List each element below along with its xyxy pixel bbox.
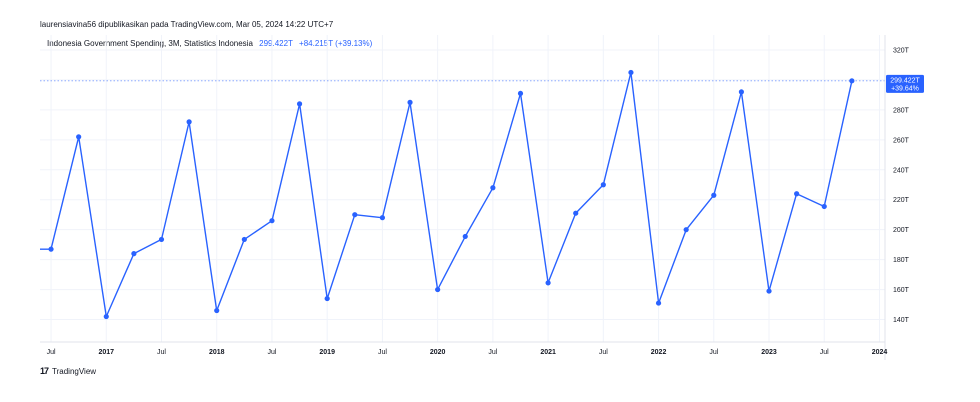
y-tick-label: 160T: [893, 287, 910, 294]
data-point: [655, 300, 662, 306]
data-point: [462, 233, 468, 240]
tradingview-logo-icon: 17: [40, 366, 49, 376]
price-tag-box: [886, 74, 924, 93]
y-tick-label: 180T: [893, 257, 910, 264]
chart-series: [39, 69, 855, 320]
data-point: [766, 288, 772, 294]
y-tick-label: 260T: [893, 137, 910, 144]
x-tick-label: Jul: [488, 349, 497, 356]
series-legend: Indonesia Government Spending, 3M, Stati…: [47, 39, 372, 48]
data-point: [296, 101, 303, 107]
data-point: [186, 119, 192, 125]
data-point: [48, 246, 54, 252]
x-tick-label: 2019: [319, 349, 335, 356]
data-point: [158, 236, 165, 243]
data-point: [821, 203, 827, 210]
x-tick-label: Jul: [709, 349, 718, 356]
x-tick-label: Jul: [378, 349, 387, 356]
data-point: [738, 89, 745, 95]
data-point: [573, 210, 579, 216]
price-tag-change: +39.64%: [891, 85, 919, 92]
data-point: [517, 90, 524, 97]
data-point: [76, 134, 82, 140]
data-point: [435, 286, 441, 293]
data-point: [214, 307, 220, 314]
tradingview-footer[interactable]: 17 TradingView: [40, 366, 96, 376]
data-point: [407, 99, 413, 105]
data-point: [711, 192, 717, 198]
data-point: [600, 182, 606, 188]
x-tick-label: 2024: [872, 349, 888, 356]
data-point: [545, 280, 551, 286]
data-point: [379, 215, 386, 221]
data-point: [131, 251, 137, 257]
x-tick-label: Jul: [599, 349, 608, 356]
y-tick-label: 200T: [893, 227, 910, 234]
x-tick-label: Jul: [157, 349, 166, 356]
data-point: [241, 236, 247, 243]
price-tag: 299.422T +39.64%: [886, 74, 924, 93]
x-tick-label: Jul: [820, 349, 829, 356]
x-tick-label: 2018: [209, 349, 225, 356]
time-axis[interactable]: Jul 2017 Jul 2018 Jul 2019 Jul 2020 Jul 2021 Jul 20…: [47, 349, 888, 356]
x-tick-label: 2017: [98, 349, 114, 356]
legend-series-value: 299.422T: [259, 39, 293, 48]
data-point: [628, 69, 634, 76]
data-point: [683, 227, 689, 233]
x-tick-label: 2021: [540, 349, 556, 356]
price-tag-value: 299.422T: [890, 77, 920, 84]
data-point: [794, 191, 800, 197]
x-tick-label: 2020: [430, 349, 446, 356]
data-point: [269, 218, 275, 224]
y-tick-label: 320T: [893, 47, 910, 54]
data-point: [324, 295, 330, 302]
data-point: [352, 212, 358, 218]
x-tick-label: 2023: [761, 349, 777, 356]
data-point: [490, 185, 496, 191]
y-tick-label: 140T: [893, 317, 910, 324]
chart-grid: [40, 35, 885, 342]
legend-series-change: +84.215T (+39.13%): [299, 39, 373, 48]
x-tick-label: Jul: [267, 349, 276, 356]
x-tick-label: Jul: [47, 349, 56, 356]
attribution-header: laurensiavina56 dipublikasikan pada Trad…: [40, 20, 334, 29]
data-point: [103, 313, 109, 320]
data-point: [849, 78, 855, 84]
y-tick-label: 240T: [893, 167, 910, 174]
tradingview-brand: TradingView: [52, 366, 97, 376]
y-tick-label: 280T: [893, 107, 910, 114]
x-tick-label: 2022: [651, 349, 667, 356]
legend-series-name: Indonesia Government Spending, 3M, Stati…: [47, 39, 253, 48]
y-tick-label: 220T: [893, 197, 910, 204]
